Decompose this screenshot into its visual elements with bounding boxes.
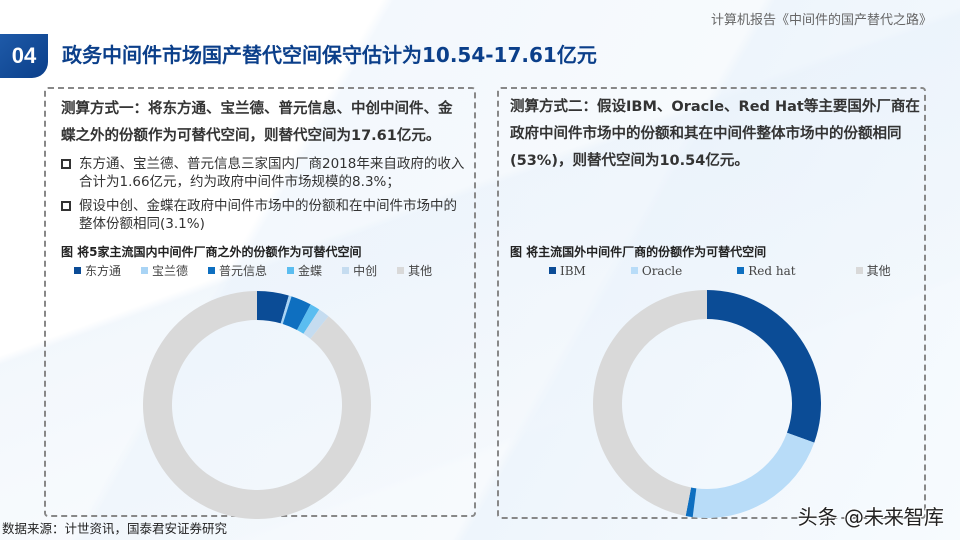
bullet-item: 东方通、宝兰德、普元信息三家国内厂商2018年来自政府的收入合计为1.66亿元，… bbox=[61, 155, 466, 191]
legend-label: 宝兰德 bbox=[152, 264, 189, 278]
legend-item: 其他 bbox=[855, 262, 891, 279]
data-source: 数据来源：计世资讯，国泰君安证券研究 bbox=[2, 521, 228, 536]
section-number-badge: 04 bbox=[0, 34, 48, 78]
legend-item: 金蝶 bbox=[287, 262, 322, 279]
donut-segment bbox=[297, 304, 320, 334]
bullet-text: 东方通、宝兰德、普元信息三家国内厂商2018年来自政府的收入合计为1.66亿元，… bbox=[79, 156, 465, 190]
donut-segment bbox=[692, 432, 815, 518]
method-two-title: 测算方式二：假设IBM、Oracle、Red Hat等主要国外厂商在政府中间件市… bbox=[510, 99, 920, 169]
donut-segment bbox=[257, 291, 289, 324]
legend-swatch-icon bbox=[737, 267, 745, 274]
figure-title-domestic: 图 将5家主流国内中间件厂商之外的份额作为可替代空间 bbox=[61, 245, 362, 259]
legend-label: Oracle bbox=[641, 263, 683, 278]
chart-legend-foreign: IBM Oracle Red hat 其他 bbox=[549, 262, 891, 279]
method-one-panel: 测算方式一：将东方通、宝兰德、普元信息、中创中间件、金蝶之外的份额作为可替代空间… bbox=[44, 87, 476, 519]
chart-legend-domestic: 东方通 宝兰德 普元信息 金蝶 中创 其他 bbox=[74, 262, 452, 279]
legend-swatch-icon bbox=[208, 267, 216, 274]
legend-swatch-icon bbox=[855, 267, 863, 274]
legend-item: Oracle bbox=[630, 262, 683, 279]
donut-segment bbox=[593, 290, 707, 516]
legend-item: 其他 bbox=[397, 262, 432, 279]
legend-item: IBM bbox=[549, 262, 586, 279]
donut-segment bbox=[143, 291, 371, 519]
legend-swatch-icon bbox=[630, 267, 638, 274]
legend-swatch-icon bbox=[549, 267, 556, 274]
legend-item: 普元信息 bbox=[208, 262, 267, 279]
legend-label: IBM bbox=[560, 263, 586, 278]
legend-label: 东方通 bbox=[85, 264, 122, 278]
legend-item: 东方通 bbox=[74, 262, 121, 279]
donut-chart-foreign bbox=[593, 290, 821, 518]
legend-label: 其他 bbox=[408, 264, 433, 278]
legend-label: 其他 bbox=[866, 264, 891, 278]
legend-label: 金蝶 bbox=[298, 264, 323, 278]
donut-segment bbox=[303, 309, 329, 339]
legend-swatch-icon bbox=[74, 267, 81, 274]
legend-label: 中创 bbox=[353, 264, 378, 278]
legend-swatch-icon bbox=[141, 267, 149, 274]
legend-label: 普元信息 bbox=[219, 264, 268, 278]
method-one-title: 测算方式一：将东方通、宝兰德、普元信息、中创中间件、金蝶之外的份额作为可替代空间… bbox=[61, 101, 453, 144]
square-bullet-icon bbox=[61, 159, 71, 169]
donut-segment bbox=[707, 290, 821, 443]
donut-chart-domestic bbox=[143, 291, 371, 519]
donut-segment bbox=[280, 295, 292, 324]
legend-swatch-icon bbox=[397, 267, 405, 274]
bullet-text: 假设中创、金蝶在政府中间件市场中的份额和在中间件市场中的整体份额相同(3.1%) bbox=[79, 198, 457, 232]
legend-swatch-icon bbox=[287, 267, 295, 274]
legend-swatch-icon bbox=[342, 267, 350, 274]
method-one-bullets: 东方通、宝兰德、普元信息三家国内厂商2018年来自政府的收入合计为1.66亿元，… bbox=[61, 155, 466, 239]
square-bullet-icon bbox=[61, 201, 71, 211]
donut-segment bbox=[685, 487, 697, 518]
figure-title-foreign: 图 将主流国外中间件厂商的份额作为可替代空间 bbox=[510, 245, 767, 259]
legend-item: 中创 bbox=[342, 262, 377, 279]
donut-segment bbox=[282, 296, 311, 331]
legend-item: Red hat bbox=[737, 262, 796, 279]
report-name: 计算机报告《中间件的国产替代之路》 bbox=[710, 13, 932, 28]
page-title: 政务中间件市场国产替代空间保守估计为10.54-17.61亿元 bbox=[62, 43, 597, 67]
watermark: 头条 @未来智库 bbox=[797, 505, 944, 529]
method-two-panel: 测算方式二：假设IBM、Oracle、Red Hat等主要国外厂商在政府中间件市… bbox=[497, 87, 926, 519]
bullet-item: 假设中创、金蝶在政府中间件市场中的份额和在中间件市场中的整体份额相同(3.1%) bbox=[61, 197, 466, 233]
legend-label: Red hat bbox=[748, 263, 796, 278]
legend-item: 宝兰德 bbox=[141, 262, 188, 279]
